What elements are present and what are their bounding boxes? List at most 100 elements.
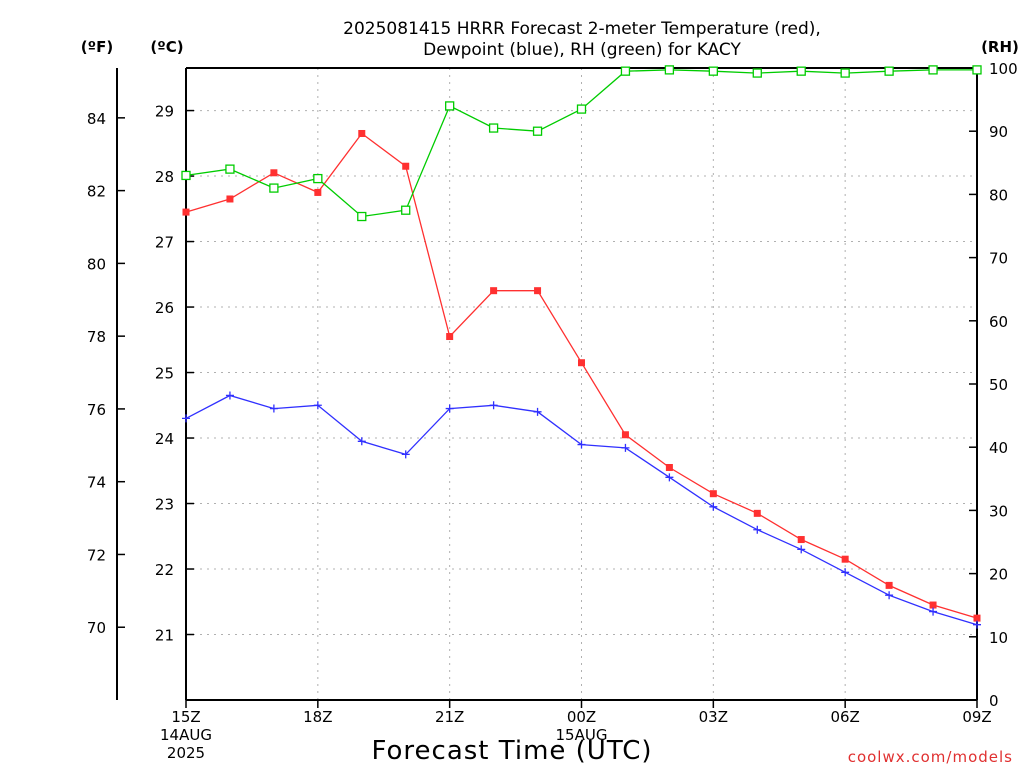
rh-tick-label: 30	[989, 502, 1008, 520]
dewpoint-point	[357, 437, 366, 446]
dewpoint-point	[665, 473, 674, 482]
rh-tick-label: 0	[989, 692, 999, 710]
dewpoint-point	[445, 404, 454, 413]
x-tick-label: 15Z	[171, 708, 200, 726]
fahrenheit-tick-label: 82	[87, 183, 106, 201]
x-tick-label: 09Z	[962, 708, 991, 726]
x-tick-year-label: 2025	[167, 744, 205, 762]
dewpoint-point	[885, 591, 894, 600]
celsius-tick-label: 21	[155, 627, 174, 645]
fahrenheit-tick-label: 80	[87, 255, 106, 273]
celsius-tick-label: 27	[155, 234, 174, 252]
temperature-point	[841, 555, 849, 563]
temperature-point	[270, 169, 278, 177]
rh-point	[357, 211, 367, 222]
grid-lines	[186, 68, 977, 700]
rh-unit-label: (RH)	[981, 38, 1019, 56]
chart-title-line-2: Dewpoint (blue), RH (green) for KACY	[423, 40, 741, 60]
rh-point	[796, 66, 806, 76]
dewpoint-point	[621, 443, 630, 452]
rh-point	[708, 66, 718, 76]
rh-point	[884, 66, 894, 76]
rh-point	[313, 173, 323, 184]
x-tick-label: 03Z	[699, 708, 728, 726]
temperature-point	[621, 431, 629, 439]
temperature-point	[490, 287, 498, 295]
fahrenheit-tick-label: 78	[87, 328, 106, 346]
rh-point	[664, 65, 675, 75]
rh-point	[488, 123, 499, 133]
temperature-point	[753, 509, 761, 517]
temperature-point	[929, 601, 937, 609]
rh-tick-label: 90	[989, 123, 1008, 141]
dewpoint-point	[401, 450, 410, 459]
temperature-point	[709, 490, 717, 498]
celsius-tick-label: 24	[155, 430, 174, 448]
rh-tick-label: 60	[989, 313, 1008, 331]
dewpoint-point	[577, 440, 586, 449]
dewpoint-point	[753, 525, 762, 534]
temperature-point	[665, 464, 673, 472]
x-tick-label: 00Z	[567, 708, 596, 726]
temperature-point	[446, 333, 454, 341]
data-series	[181, 65, 982, 629]
chart-title-line-1: 2025081415 HRRR Forecast 2-meter Tempera…	[343, 19, 821, 39]
x-tick-date-label: 15AUG	[556, 726, 608, 744]
fahrenheit-tick-label: 70	[87, 619, 106, 637]
rh-point	[620, 66, 631, 76]
celsius-tick-label: 28	[155, 168, 174, 186]
temperature-point	[358, 129, 366, 137]
dewpoint-point	[973, 620, 981, 629]
rh-point	[972, 65, 982, 75]
dewpoint-point	[841, 568, 850, 577]
rh-tick-label: 40	[989, 439, 1008, 457]
dewpoint-point	[489, 401, 498, 410]
rh-point	[269, 183, 279, 193]
temperature-point	[182, 208, 190, 216]
temperature-point	[578, 359, 585, 367]
credit-label: coolwx.com/models	[848, 748, 1013, 766]
dewpoint-point	[313, 401, 322, 410]
x-tick-label: 21Z	[435, 708, 464, 726]
rh-point	[576, 104, 587, 114]
rh-tick-label: 70	[989, 250, 1008, 268]
x-tick-date-label: 14AUG	[160, 726, 212, 744]
rh-tick-label: 50	[989, 376, 1008, 394]
rh-point	[752, 68, 762, 78]
rh-point	[928, 65, 938, 75]
celsius-unit-label: (ºC)	[150, 38, 183, 56]
fahrenheit-tick-label: 74	[87, 474, 106, 492]
rh-point	[181, 170, 191, 181]
dewpoint-point	[929, 607, 938, 616]
dewpoint-point	[533, 407, 542, 416]
dewpoint-point	[709, 502, 718, 511]
fahrenheit-tick-label: 72	[87, 546, 106, 564]
rh-tick-label: 20	[989, 566, 1008, 584]
rh-tick-label: 100	[989, 60, 1018, 78]
x-tick-label: 18Z	[303, 708, 332, 726]
temperature-point	[885, 581, 893, 589]
dewpoint-point	[182, 414, 190, 423]
temperature-point	[534, 287, 542, 295]
celsius-tick-label: 26	[155, 299, 174, 317]
fahrenheit-tick-label: 84	[87, 110, 106, 128]
rh-point	[401, 205, 411, 215]
temperature-point	[973, 614, 981, 622]
celsius-tick-label: 25	[155, 365, 174, 383]
celsius-tick-label: 29	[155, 103, 174, 121]
dewpoint-point	[225, 391, 234, 400]
temperature-point	[402, 162, 410, 170]
rh-tick-label: 80	[989, 186, 1008, 204]
temperature-point	[226, 195, 234, 203]
fahrenheit-unit-label: (ºF)	[81, 38, 113, 56]
x-tick-label: 06Z	[830, 708, 859, 726]
fahrenheit-tick-label: 76	[87, 401, 106, 419]
rh-point	[225, 164, 235, 174]
temperature-point	[314, 188, 322, 196]
rh-point	[840, 68, 850, 78]
x-axis-title: Forecast Time (UTC)	[371, 736, 652, 766]
rh-point	[532, 126, 543, 136]
celsius-tick-label: 23	[155, 496, 174, 514]
